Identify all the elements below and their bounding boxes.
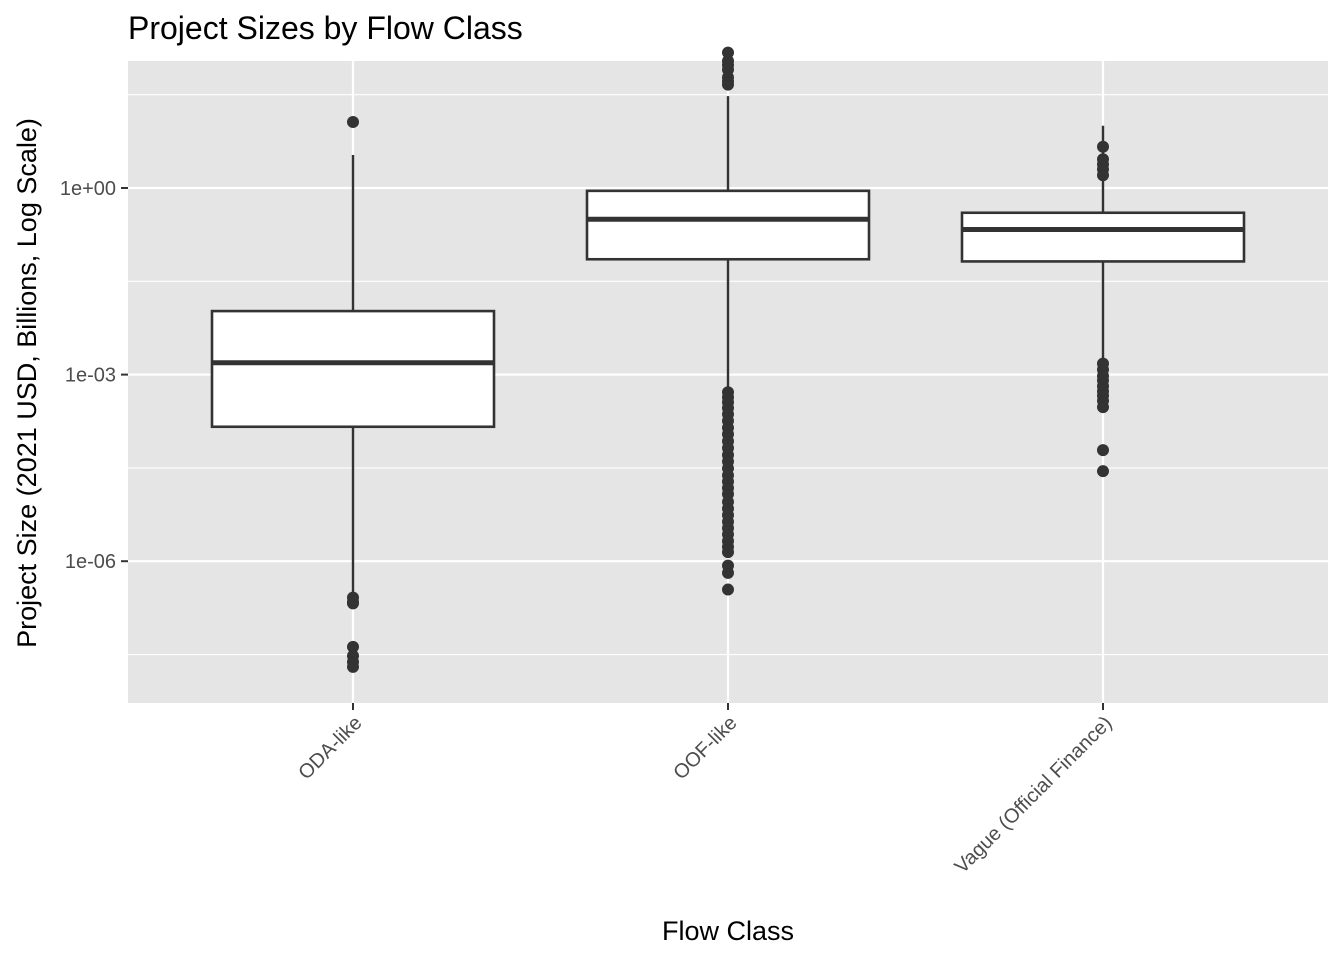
outlier-point: [1097, 401, 1109, 414]
box-group: [585, 46, 871, 596]
x-axis: ODA-like OOF-like Vague (Official Finance): [294, 703, 1117, 878]
x-tick-label: Vague (Official Finance): [951, 712, 1117, 878]
y-axis: 1e-06 1e-03 1e+00: [60, 178, 128, 573]
x-tick-label: ODA-like: [294, 712, 366, 784]
outlier-point: [347, 116, 359, 129]
y-tick-label: 1e-06: [65, 551, 116, 573]
y-tick-label: 1e+00: [60, 178, 116, 200]
outlier-point: [722, 566, 734, 579]
x-tick-label: OOF-like: [669, 712, 741, 784]
outlier-point: [722, 46, 734, 59]
y-axis-title: Project Size (2021 USD, Billions, Log Sc…: [12, 118, 42, 648]
y-tick-label: 1e-03: [65, 365, 116, 387]
box-iqr: [585, 189, 871, 261]
outlier-point: [1097, 140, 1109, 153]
box-group: [210, 116, 496, 673]
box-iqr: [210, 309, 496, 429]
box-series: [210, 46, 1246, 673]
outlier-point: [722, 78, 734, 91]
outlier-point: [1097, 444, 1109, 457]
box-group: [960, 125, 1246, 478]
outlier-point: [347, 640, 359, 653]
box-iqr: [960, 211, 1246, 263]
outlier-point: [1097, 465, 1109, 478]
outlier-point: [722, 546, 734, 559]
chart-title: Project Sizes by Flow Class: [128, 10, 523, 46]
outlier-point: [347, 597, 359, 610]
outlier-point: [347, 660, 359, 673]
x-axis-title: Flow Class: [662, 916, 794, 946]
outlier-point: [722, 583, 734, 596]
outlier-point: [1097, 169, 1109, 182]
